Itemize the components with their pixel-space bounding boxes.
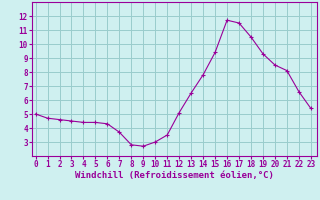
X-axis label: Windchill (Refroidissement éolien,°C): Windchill (Refroidissement éolien,°C) bbox=[75, 171, 274, 180]
